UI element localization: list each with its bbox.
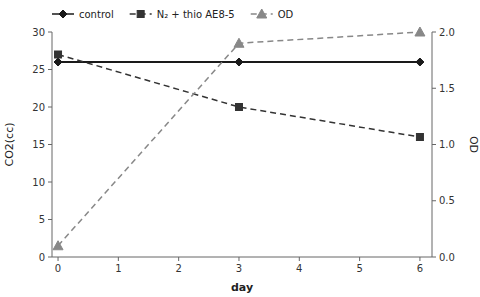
legend-label: N₂ + thio AE8-5	[157, 9, 235, 20]
plot-area	[53, 27, 425, 250]
x-tick	[118, 257, 119, 261]
x-tick-label: 5	[356, 263, 362, 274]
x-tick	[58, 257, 59, 261]
series-marker	[235, 104, 242, 111]
series-line	[58, 55, 420, 138]
x-tick-label: 2	[175, 263, 181, 274]
y-tick-label: 15	[32, 139, 45, 150]
y2-tick-label: 1.0	[439, 139, 455, 150]
y2-tick-label: 0.0	[439, 252, 455, 263]
y-tick	[48, 257, 52, 258]
series-marker	[416, 134, 423, 141]
y-tick	[48, 107, 52, 108]
series-marker	[53, 241, 63, 250]
y-tick	[48, 219, 52, 220]
y2-tick-label: 0.5	[439, 195, 455, 206]
chart: 0 1 2 3 4 5 6 0 5 10 15 20 25 30 0.0 0.5 1.0 1.5 2.0 day CO2…	[0, 0, 480, 297]
series-marker	[55, 51, 62, 58]
y-tick-label: 30	[32, 27, 45, 38]
y-tick	[48, 182, 52, 183]
legend-label: OD	[278, 9, 294, 20]
x-tick	[178, 257, 179, 261]
y2-tick-label: 1.5	[439, 83, 455, 94]
y2-axis-label: OD	[467, 136, 480, 153]
legend-marker	[257, 9, 267, 18]
x-tick-label: 4	[296, 263, 302, 274]
x-tick	[359, 257, 360, 261]
legend-marker	[59, 10, 67, 18]
x-axis-line	[52, 257, 432, 258]
series-marker	[235, 58, 243, 66]
y-tick-label: 25	[32, 64, 45, 75]
series-marker	[54, 58, 62, 66]
y-tick	[48, 32, 52, 33]
legend-label: control	[79, 9, 114, 20]
legend: control N₂ + thio AE8-5 OD	[52, 9, 294, 20]
y2-tick	[432, 32, 436, 33]
y2-tick	[432, 200, 436, 201]
series-marker	[416, 58, 424, 66]
y2-tick	[432, 88, 436, 89]
y2-tick	[432, 144, 436, 145]
x-tick-label: 3	[236, 263, 242, 274]
series-marker	[234, 38, 244, 47]
y-axis-label: CO2(cc)	[3, 122, 16, 166]
x-tick-label: 0	[55, 263, 61, 274]
y-tick-label: 10	[32, 177, 45, 188]
x-tick	[299, 257, 300, 261]
x-axis-label: day	[231, 281, 253, 294]
x-tick-label: 6	[417, 263, 423, 274]
y-tick-label: 5	[39, 214, 45, 225]
y-tick	[48, 144, 52, 145]
y-tick	[48, 69, 52, 70]
series-marker	[415, 27, 425, 36]
y-tick-label: 0	[39, 252, 45, 263]
legend-marker	[137, 11, 144, 18]
y2-tick	[432, 257, 436, 258]
x-tick	[238, 257, 239, 261]
x-tick-label: 1	[115, 263, 121, 274]
x-tick	[419, 257, 420, 261]
y-tick-label: 20	[32, 102, 45, 113]
series-line	[58, 32, 420, 246]
y2-tick-label: 2.0	[439, 27, 455, 38]
